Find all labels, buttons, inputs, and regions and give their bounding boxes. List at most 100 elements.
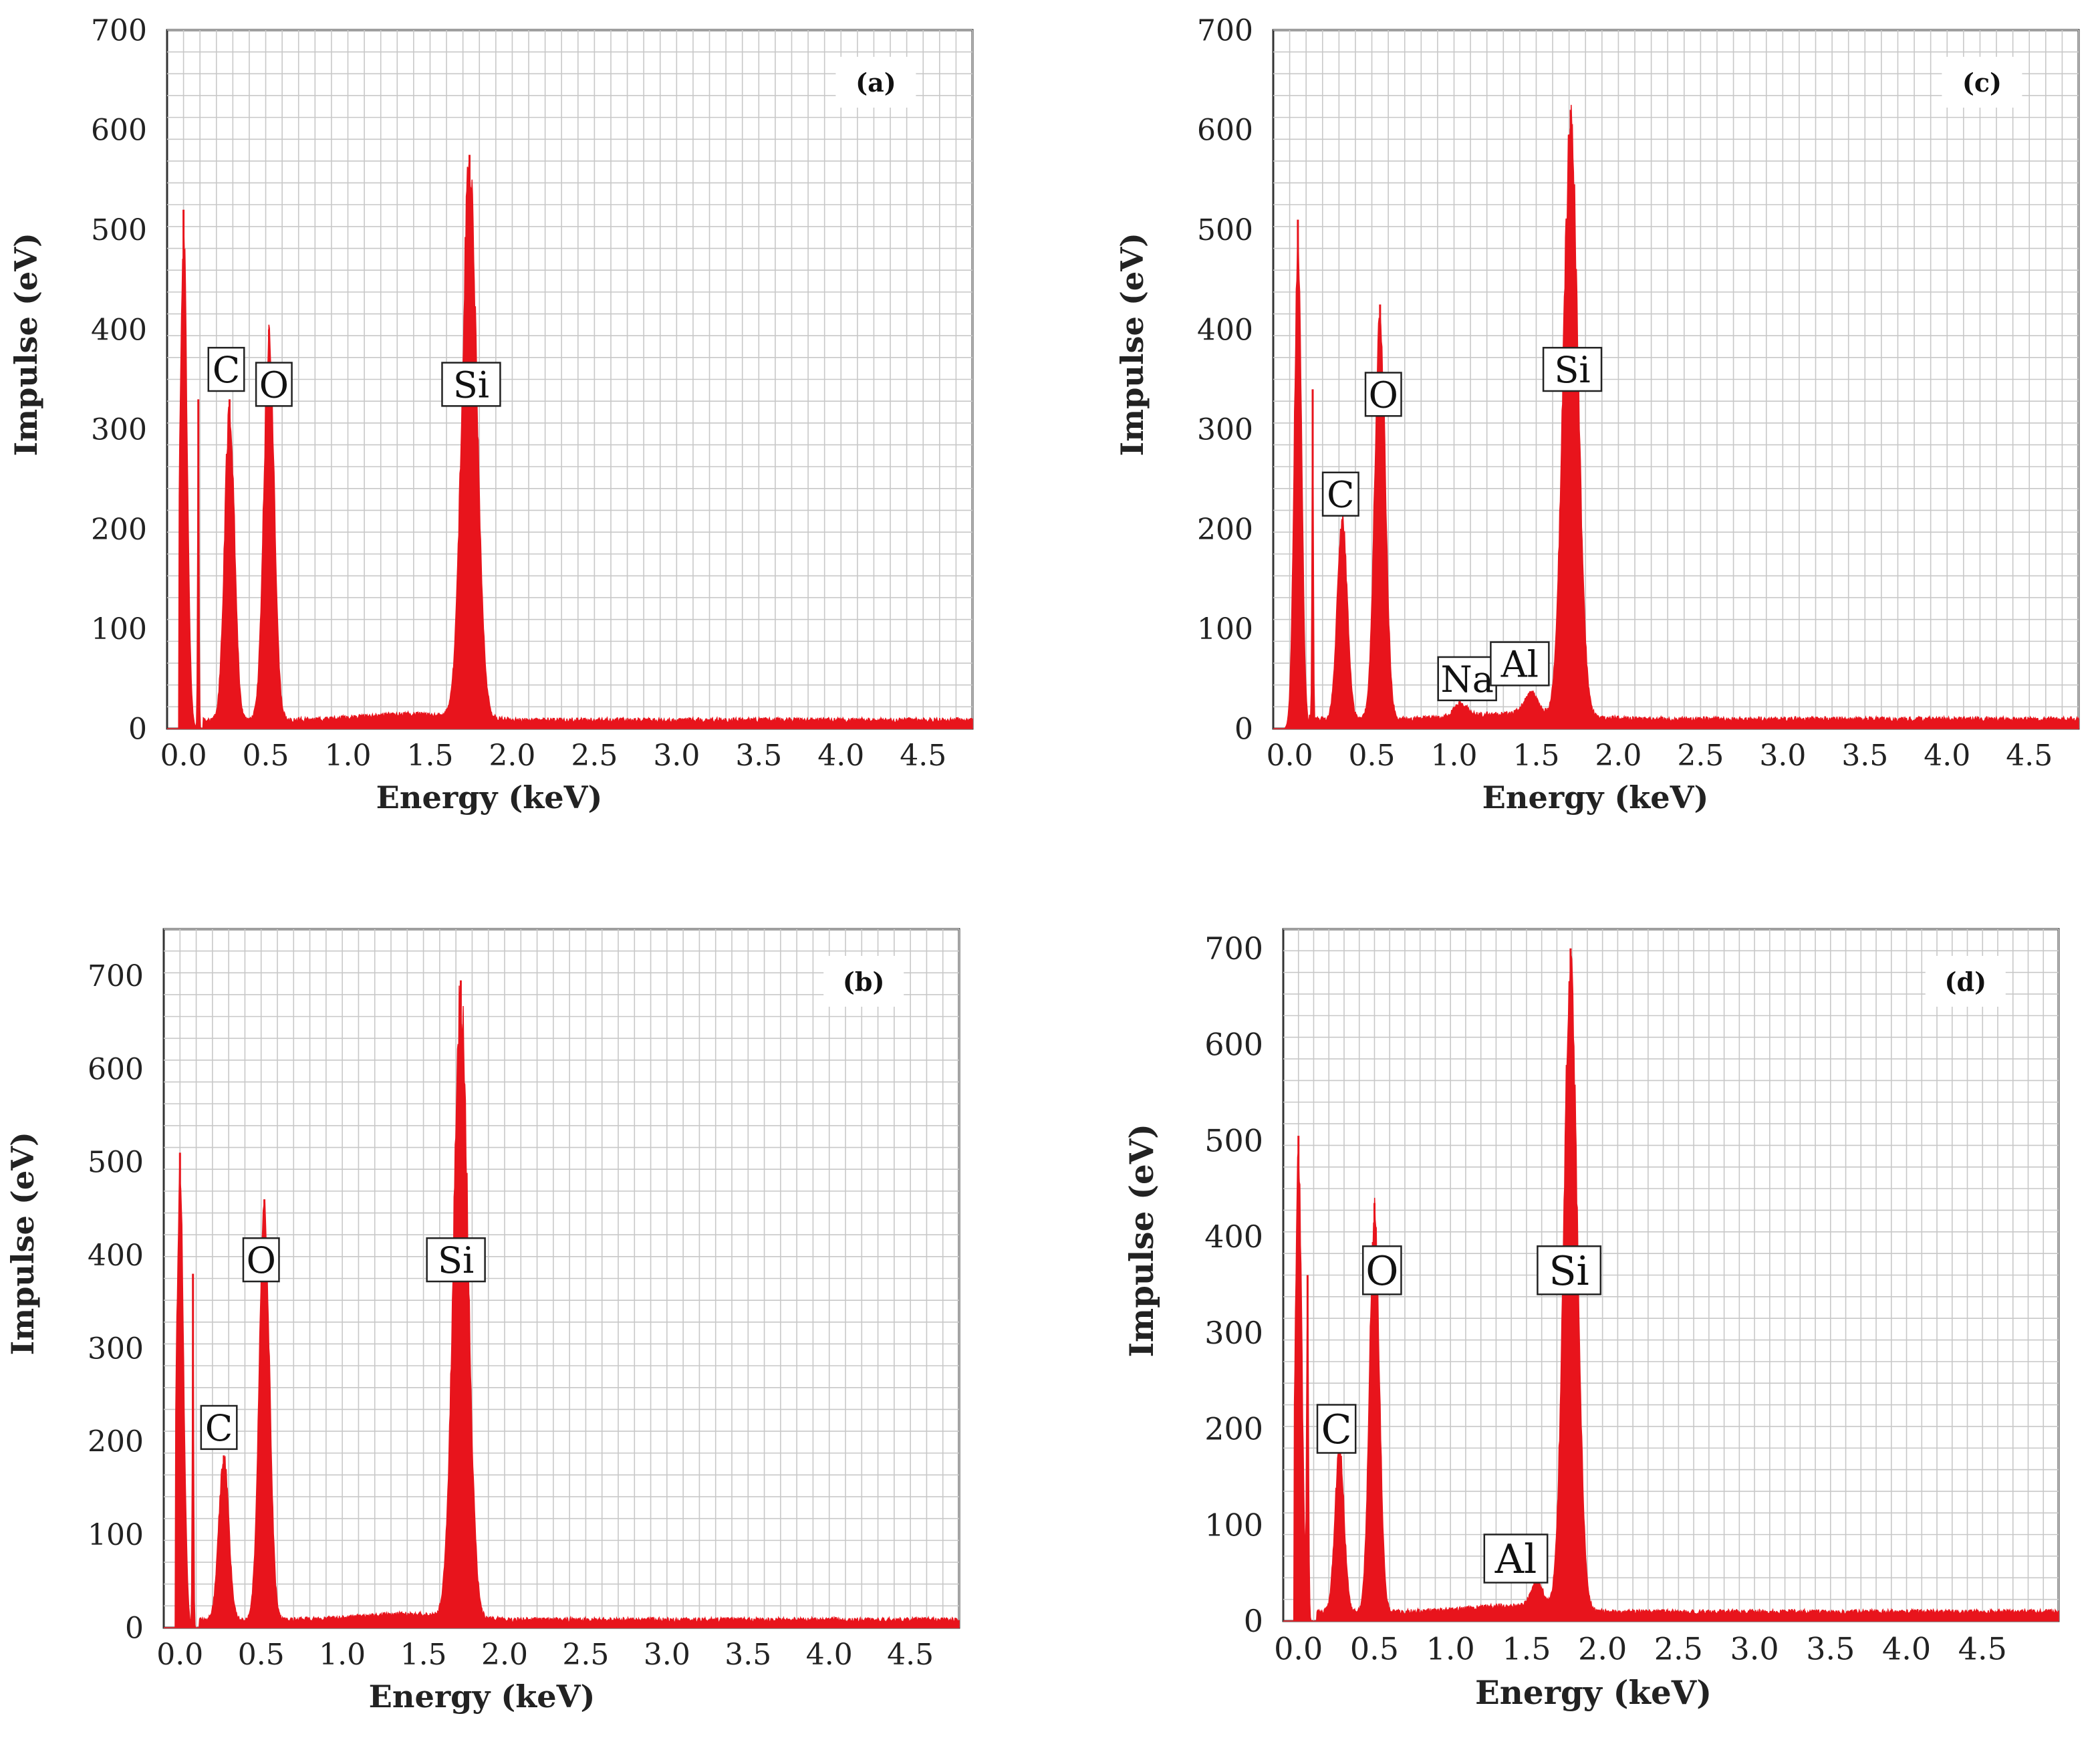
x-tick-label: 2.0 [1578, 1631, 1627, 1667]
y-tick-label: 300 [88, 1332, 144, 1366]
peak-annotation-label: C [205, 1407, 233, 1449]
peak-annotation-box [242, 1237, 280, 1283]
peak-annotation-box [441, 362, 501, 407]
chart-panel-d: 0.0 0.5 1.0 1.5 2.0 2.5 3.0 3.5 4.0 4.5 0 100 200 300… [1124, 928, 2060, 1712]
x-tick-label: 4.0 [817, 739, 864, 773]
y-tick-label: 0 [125, 1611, 144, 1645]
x-tick-label: 0.0 [1267, 739, 1313, 773]
peak-annotation-box [1361, 1245, 1402, 1295]
peak-annotation-box [200, 1404, 238, 1451]
y-tick-label: 100 [1204, 1507, 1263, 1543]
x-tick-label: 1.5 [1513, 739, 1559, 773]
spectrum-series [167, 160, 973, 729]
x-tick-label: 1.0 [319, 1638, 366, 1672]
x-tick-label: 2.5 [1677, 739, 1724, 773]
x-axis-title: Energy (keV) [1482, 779, 1709, 816]
peak-annotation-label: C [213, 349, 240, 391]
peak-annotation-box [255, 362, 293, 407]
y-tick-label: 0 [1244, 1603, 1263, 1639]
y-tick-label: 200 [1197, 513, 1253, 547]
panel-label: (b) [843, 967, 885, 997]
spectrum-series [164, 985, 960, 1628]
y-tick-label: 600 [91, 114, 147, 148]
panel-label-box [1942, 57, 2022, 108]
x-axis-title: Energy (keV) [376, 779, 603, 816]
y-tick-label: 200 [88, 1425, 144, 1459]
grid [1283, 928, 2059, 1622]
peak-annotation-label: Al [1494, 1536, 1537, 1583]
peak-annotation-box [1483, 1533, 1549, 1584]
x-tick-label: 4.5 [1958, 1631, 2007, 1667]
y-tick-label: 500 [91, 213, 147, 247]
y-tick-label: 600 [1204, 1027, 1263, 1063]
x-tick-label: 1.5 [406, 739, 453, 773]
panel-label: (a) [856, 68, 896, 98]
panel-label-box [835, 57, 916, 108]
x-tick-label: 4.5 [2006, 739, 2053, 773]
x-tick-label: 1.0 [1426, 1631, 1475, 1667]
x-tick-label: 2.0 [489, 739, 535, 773]
x-tick-label: 2.0 [481, 1638, 528, 1672]
peak-annotation-box [426, 1237, 486, 1283]
peak-annotation-label: Al [1500, 643, 1539, 685]
x-tick-label: 1.5 [400, 1638, 447, 1672]
chart-panel-a: 0.0 0.5 1.0 1.5 2.0 2.5 3.0 3.5 4.0 4.5 0 100 200 300… [8, 13, 974, 816]
x-tick-label: 3.5 [1841, 739, 1888, 773]
peak-annotation-box [207, 346, 245, 392]
y-tick-label: 300 [1197, 413, 1253, 447]
x-tick-label: 4.0 [1924, 739, 1970, 773]
x-axis-title: Energy (keV) [1475, 1674, 1712, 1712]
y-tick-label: 500 [1197, 213, 1253, 247]
peak-annotation-box [1437, 656, 1497, 702]
y-tick-label: 600 [88, 1052, 144, 1086]
x-tick-label: 0.5 [243, 739, 289, 773]
y-tick-label: 100 [88, 1518, 144, 1552]
y-axis-title: Impulse (eV) [1124, 1124, 1161, 1358]
peak-annotation-box [1490, 641, 1550, 687]
x-tick-label: 4.0 [806, 1638, 853, 1672]
x-tick-label: 3.0 [644, 1638, 690, 1672]
peak-annotation-label: Na [1440, 658, 1493, 701]
x-tick-label: 3.0 [653, 739, 700, 773]
x-tick-label: 4.5 [900, 739, 946, 773]
y-axis-title: Impulse (eV) [1114, 233, 1150, 456]
y-tick-label: 100 [1197, 612, 1253, 646]
x-tick-label: 0.5 [1349, 739, 1396, 773]
x-tick-label: 3.5 [725, 1638, 771, 1672]
panel-label: (d) [1945, 967, 1987, 997]
x-tick-label: 1.0 [1431, 739, 1478, 773]
y-tick-label: 600 [1197, 114, 1253, 148]
chart-panel-c: 0.0 0.5 1.0 1.5 2.0 2.5 3.0 3.5 4.0 4.5 0 100 200 300… [1114, 13, 2080, 816]
peak-annotation-box [1364, 372, 1402, 417]
x-tick-label: 2.0 [1595, 739, 1642, 773]
y-tick-label: 200 [1204, 1411, 1263, 1447]
x-tick-label: 1.0 [325, 739, 372, 773]
y-tick-label: 200 [91, 513, 147, 547]
peak-annotation-box [1542, 346, 1603, 392]
x-axis-title: Energy (keV) [369, 1679, 596, 1715]
y-tick-label: 500 [88, 1146, 144, 1180]
peak-annotation-box [1321, 471, 1359, 517]
x-tick-label: 3.5 [1806, 1631, 1855, 1667]
y-tick-label: 400 [91, 313, 147, 347]
y-tick-label: 100 [91, 612, 147, 646]
y-tick-label: 700 [1197, 13, 1253, 47]
x-tick-label: 3.0 [1730, 1631, 1779, 1667]
y-tick-label: 500 [1204, 1122, 1263, 1158]
y-tick-label: 300 [91, 413, 147, 447]
y-tick-label: 0 [1234, 712, 1253, 746]
y-tick-label: 700 [1204, 930, 1263, 967]
peak-annotation-label: O [1365, 1248, 1398, 1295]
y-tick-label: 700 [91, 13, 147, 47]
peak-annotation-box [1316, 1404, 1357, 1454]
peak-annotation-label: Si [1554, 349, 1590, 391]
y-axis-title: Impulse (eV) [8, 233, 44, 456]
y-tick-label: 0 [128, 712, 147, 746]
y-tick-label: 400 [1204, 1219, 1263, 1255]
x-tick-label: 2.5 [562, 1638, 609, 1672]
grid [1273, 29, 2079, 729]
x-tick-label: 4.5 [887, 1638, 934, 1672]
peak-annotation-label: Si [1549, 1248, 1589, 1295]
x-tick-label: 1.5 [1502, 1631, 1551, 1667]
spectrum-series [1283, 955, 2059, 1622]
